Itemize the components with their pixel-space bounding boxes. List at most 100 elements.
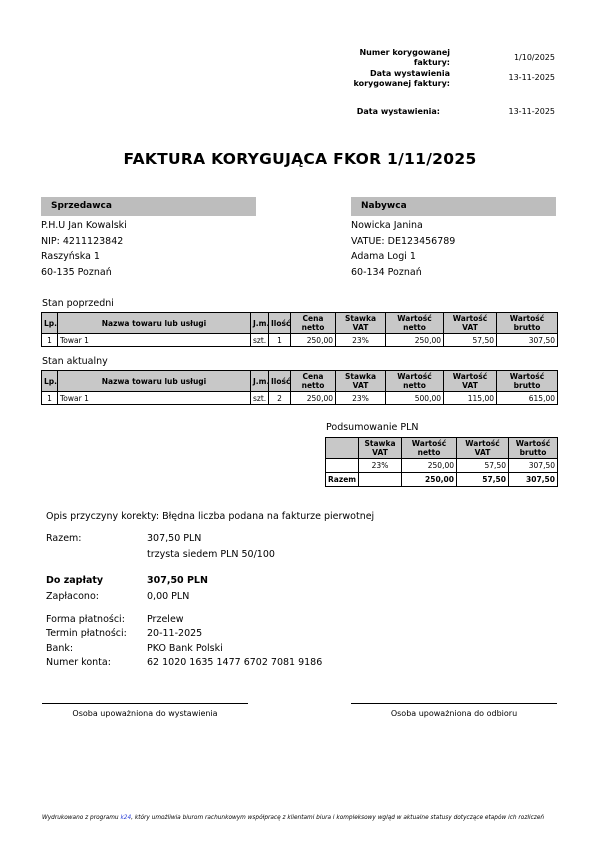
buyer-line: 60-134 Poznań — [351, 266, 422, 278]
column-header: J.m. — [250, 312, 269, 334]
footer-text: , który umożliwia biurom rachunkowym wsp… — [131, 815, 545, 821]
table-cell: 250,00 — [401, 458, 457, 473]
column-header: Cena netto — [290, 312, 336, 334]
table-cell: 1 — [41, 391, 58, 405]
payment-value: Przelew — [147, 614, 184, 625]
total-row: Razem 250,00 57,50 307,50 — [325, 472, 558, 487]
footer-text: Wydrukowano z programu — [42, 815, 121, 821]
seller-line: P.H.U Jan Kowalski — [41, 220, 127, 231]
column-header: Nazwa towaru lub usługi — [57, 370, 251, 392]
before-label: Stan poprzedni — [42, 298, 114, 309]
footer-note: Wydrukowano z programu k24, który umożli… — [42, 815, 544, 821]
seller-header: Sprzedawca — [41, 197, 256, 216]
column-header: Ilość — [268, 312, 291, 334]
table-cell: 23% — [335, 333, 386, 347]
seller-line: Raszyńska 1 — [41, 251, 100, 262]
meta-label: Data wystawienia korygowanej faktury: — [353, 69, 451, 88]
buyer-line: VATUE: DE123456789 — [351, 235, 456, 247]
zaplacono-label: Zapłacono: — [46, 591, 99, 602]
table-row: 1 Towar 1 szt. 1 250,00 23% 250,00 57,50 307,50 — [41, 333, 558, 347]
column-header: Wartość netto — [385, 312, 444, 334]
table-cell: 115,00 — [443, 391, 497, 405]
do-zaplaty-label: Do zapłaty — [46, 575, 104, 586]
table-cell: szt. — [250, 391, 269, 405]
seller-details: P.H.U Jan Kowalski NIP: 4211123842 Raszy… — [41, 220, 127, 282]
buyer-line: Adama Logi 1 — [351, 251, 416, 262]
meta-label: Numer korygowanej faktury: — [359, 48, 450, 67]
table-cell: 1 — [41, 333, 58, 347]
payment-value: 20-11-2025 — [147, 628, 203, 639]
table-cell: 250,00 — [290, 391, 336, 405]
column-header: J.m. — [250, 370, 269, 392]
table-row: 23% 250,00 57,50 307,50 — [325, 458, 558, 473]
table-cell: 250,00 — [290, 333, 336, 347]
payment-value: 62 1020 1635 1477 6702 7081 9186 — [147, 657, 323, 668]
seller-line: NIP: 4211123842 — [41, 235, 124, 247]
table-cell: 1 — [268, 333, 291, 347]
column-header: Ilość — [268, 370, 291, 392]
table-cell: 500,00 — [385, 391, 444, 405]
table-cell: 57,50 — [456, 472, 509, 487]
meta-value: 13-11-2025 — [508, 73, 556, 82]
table-cell: Towar 1 — [57, 391, 251, 405]
after-label: Stan aktualny — [42, 356, 108, 367]
seller-line: 60-135 Poznań — [41, 266, 112, 278]
summary-label: Podsumowanie PLN — [326, 422, 419, 433]
table-cell: Towar 1 — [57, 333, 251, 347]
column-header: Wartość netto — [385, 370, 444, 392]
table-cell: 57,50 — [443, 333, 497, 347]
items-table-after: Lp. Nazwa towaru lub usługi J.m. Ilość Cena … — [41, 370, 558, 405]
reason: Opis przyczyny korekty: Błędna liczba po… — [46, 511, 374, 527]
column-header: Wartość VAT — [443, 312, 497, 334]
razem-value: 307,50 PLN — [147, 533, 202, 544]
buyer-header: Nabywca — [351, 197, 556, 216]
signature-issuer: Osoba upoważniona do wystawienia — [42, 703, 248, 718]
do-zaplaty-value: 307,50 PLN — [147, 575, 208, 586]
payment-label: Termin płatności: — [46, 628, 127, 639]
table-cell: 2 — [268, 391, 291, 405]
column-header: Nazwa towaru lub usługi — [57, 312, 251, 334]
column-header: Lp. — [41, 312, 58, 334]
column-header: Stawka VAT — [335, 370, 386, 392]
footer-link[interactable]: k24 — [120, 815, 132, 821]
table-cell: 250,00 — [385, 333, 444, 347]
table-header: Stawka VAT Wartość netto Wartość VAT Wartoś… — [325, 437, 558, 459]
table-cell: 307,50 — [508, 472, 558, 487]
buyer-line: Nowicka Janina — [351, 220, 423, 231]
meta-label: Data wystawienia: — [356, 107, 440, 116]
table-cell: Razem — [325, 472, 359, 487]
meta-value: 13-11-2025 — [508, 107, 556, 116]
column-header — [325, 437, 359, 459]
table-cell: 23% — [335, 391, 386, 405]
column-header: Wartość VAT — [456, 437, 509, 459]
payment-label: Numer konta: — [46, 657, 111, 668]
column-header: Lp. — [41, 370, 58, 392]
column-header: Wartość netto — [401, 437, 457, 459]
table-cell: 57,50 — [456, 458, 509, 473]
payment-label: Bank: — [46, 643, 74, 654]
items-table-before: Lp. Nazwa towaru lub usługi J.m. Ilość Cena … — [41, 312, 558, 347]
table-header: Lp. Nazwa towaru lub usługi J.m. Ilość Cena … — [41, 370, 558, 392]
table-cell — [358, 472, 402, 487]
payment-label: Forma płatności: — [46, 614, 125, 625]
column-header: Cena netto — [290, 370, 336, 392]
reason-value: Błędna liczba podana na fakturze pierwot… — [162, 511, 375, 522]
table-cell: 250,00 — [401, 472, 457, 487]
table-cell: 615,00 — [496, 391, 558, 405]
column-header: Wartość brutto — [496, 370, 558, 392]
table-header: Lp. Nazwa towaru lub usługi J.m. Ilość Cena … — [41, 312, 558, 334]
buyer-details: Nowicka Janina VATUE: DE123456789 Adama … — [351, 220, 455, 282]
table-row: 1 Towar 1 szt. 2 250,00 23% 500,00 115,00 615,00 — [41, 391, 558, 405]
column-header: Wartość brutto — [496, 312, 558, 334]
signature-receiver: Osoba upoważniona do odbioru — [351, 703, 557, 718]
table-cell: 307,50 — [508, 458, 558, 473]
summary-table: Stawka VAT Wartość netto Wartość VAT Wartoś… — [325, 437, 558, 487]
razem-label: Razem: — [46, 533, 82, 544]
payment-value: PKO Bank Polski — [147, 643, 223, 654]
zaplacono-value: 0,00 PLN — [147, 591, 190, 602]
reason-label: Opis przyczyny korekty: — [46, 511, 160, 522]
column-header: Stawka VAT — [358, 437, 402, 459]
table-cell: 307,50 — [496, 333, 558, 347]
column-header: Wartość brutto — [508, 437, 558, 459]
